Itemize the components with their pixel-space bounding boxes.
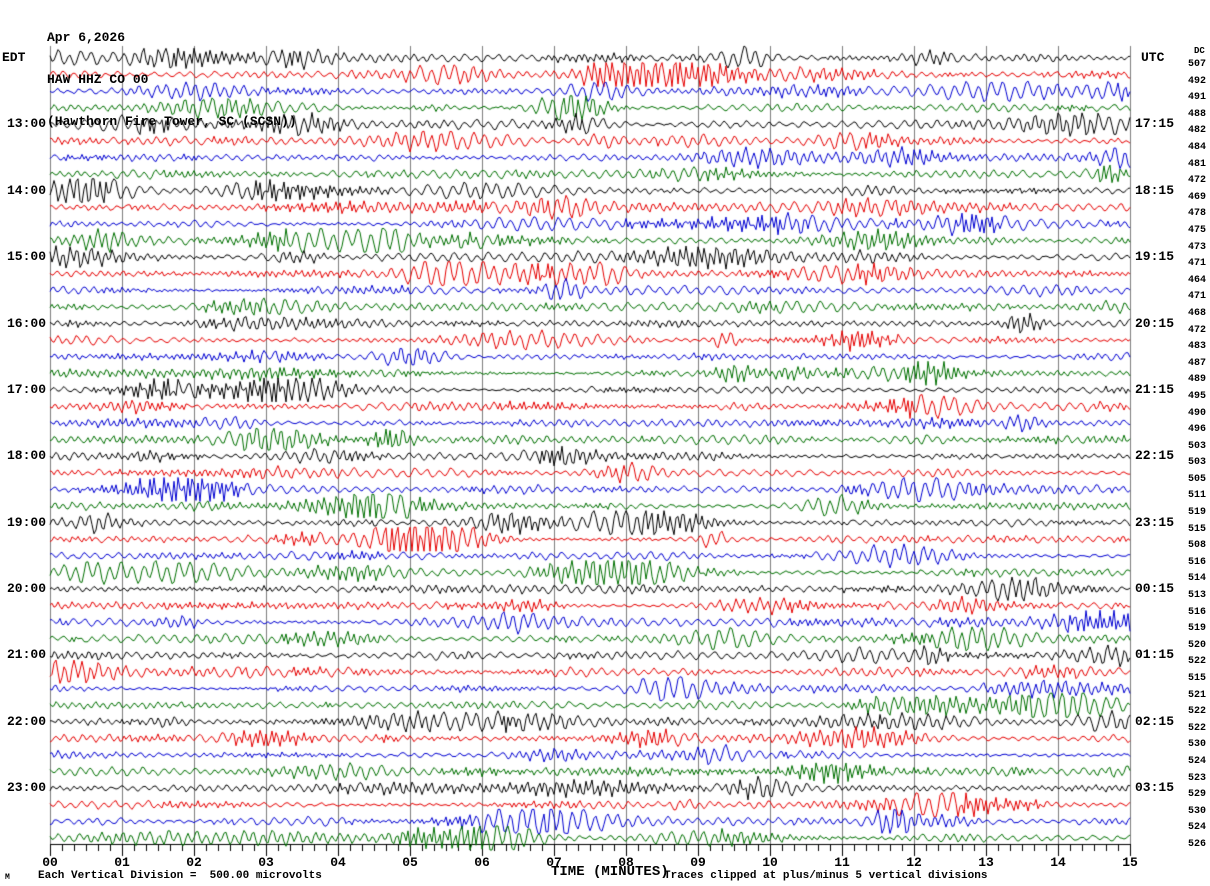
header-location: (Hawthorn Fire Tower, SC (SCSN)) bbox=[47, 114, 297, 129]
x-tick-label: 15 bbox=[1122, 855, 1138, 870]
dc-value: 524 bbox=[1187, 822, 1206, 834]
edt-hour-label: 17:00 bbox=[6, 381, 46, 397]
utc-hour-label: 19:15 bbox=[1135, 249, 1175, 265]
edt-hour-label: 22:00 bbox=[6, 713, 46, 729]
edt-hour-label: 20:00 bbox=[6, 581, 46, 597]
dc-value: 471 bbox=[1187, 291, 1206, 303]
x-tick-label: 13 bbox=[978, 855, 994, 870]
edt-hour-label: 13:00 bbox=[6, 116, 46, 132]
dc-value: 514 bbox=[1187, 573, 1206, 585]
dc-value: 475 bbox=[1187, 224, 1206, 236]
x-tick-label: 01 bbox=[114, 855, 130, 870]
dc-value: 529 bbox=[1187, 789, 1206, 801]
x-tick-label: 00 bbox=[42, 855, 58, 870]
x-tick-label: 08 bbox=[618, 855, 634, 870]
dc-value: 464 bbox=[1187, 274, 1206, 286]
dc-value: 490 bbox=[1187, 407, 1206, 419]
x-tick-label: 12 bbox=[906, 855, 922, 870]
dc-value: 469 bbox=[1187, 191, 1206, 203]
edt-hour-label: 18:00 bbox=[6, 448, 46, 464]
utc-hour-label: 01:15 bbox=[1135, 647, 1175, 663]
x-axis-title: TIME (MINUTES) bbox=[551, 864, 669, 880]
dc-value: 522 bbox=[1187, 722, 1206, 734]
edt-hour-label: 21:00 bbox=[6, 647, 46, 663]
x-tick-label: 03 bbox=[258, 855, 274, 870]
edt-hour-label: 23:00 bbox=[6, 780, 46, 796]
x-tick-label: 10 bbox=[762, 855, 778, 870]
dc-value: 483 bbox=[1187, 341, 1206, 353]
x-tick-label: 05 bbox=[402, 855, 418, 870]
utc-hour-label: 23:15 bbox=[1135, 514, 1175, 530]
dc-value: 495 bbox=[1187, 390, 1206, 402]
utc-hour-label: 18:15 bbox=[1135, 182, 1175, 198]
dc-value: 508 bbox=[1187, 540, 1206, 552]
dc-value: 515 bbox=[1187, 673, 1206, 685]
dc-value: 492 bbox=[1187, 75, 1206, 87]
dc-value: 521 bbox=[1187, 689, 1206, 701]
dc-value: 481 bbox=[1187, 158, 1206, 170]
dc-value: 530 bbox=[1187, 739, 1206, 751]
x-tick-label: 02 bbox=[186, 855, 202, 870]
dc-value: 471 bbox=[1187, 258, 1206, 270]
dc-value: 519 bbox=[1187, 623, 1206, 635]
dc-value: 489 bbox=[1187, 374, 1206, 386]
dc-value: 478 bbox=[1187, 208, 1206, 220]
x-tick-label: 11 bbox=[834, 855, 850, 870]
utc-hour-label: 22:15 bbox=[1135, 448, 1175, 464]
dc-value: 524 bbox=[1187, 756, 1206, 768]
dc-value: 472 bbox=[1187, 175, 1206, 187]
clipping-note: Traces clipped at plus/minus 5 vertical … bbox=[664, 870, 988, 882]
dc-value: 473 bbox=[1187, 241, 1206, 253]
header-station: HAW HHZ CO 00 bbox=[47, 72, 149, 87]
left-timezone-label: EDT bbox=[2, 50, 26, 65]
x-tick-label: 09 bbox=[690, 855, 706, 870]
dc-value: 503 bbox=[1187, 440, 1206, 452]
dc-value: 522 bbox=[1187, 656, 1206, 668]
dc-value: 468 bbox=[1187, 307, 1206, 319]
x-tick-label: 07 bbox=[546, 855, 562, 870]
dc-value: 484 bbox=[1187, 141, 1206, 153]
header-date: Apr 6,2026 bbox=[47, 30, 126, 45]
edt-hour-label: 19:00 bbox=[6, 514, 46, 530]
dc-value: 516 bbox=[1187, 556, 1206, 568]
utc-hour-label: 17:15 bbox=[1135, 116, 1175, 132]
x-tick-label: 14 bbox=[1050, 855, 1066, 870]
dc-value: 513 bbox=[1187, 590, 1206, 602]
utc-hour-label: 21:15 bbox=[1135, 381, 1175, 397]
dc-value: 522 bbox=[1187, 706, 1206, 718]
utc-hour-label: 03:15 bbox=[1135, 780, 1175, 796]
dc-value: 526 bbox=[1187, 839, 1206, 850]
edt-hour-label: 15:00 bbox=[6, 249, 46, 265]
dc-value: 472 bbox=[1187, 324, 1206, 336]
vertical-scale-note: Each Vertical Division = 500.00 microvol… bbox=[38, 870, 322, 882]
dc-value: 487 bbox=[1187, 357, 1206, 369]
corner-mark: M bbox=[5, 873, 10, 882]
dc-value: 519 bbox=[1187, 507, 1206, 519]
x-tick-label: 06 bbox=[474, 855, 490, 870]
dc-value: 496 bbox=[1187, 424, 1206, 436]
utc-hour-label: 20:15 bbox=[1135, 315, 1175, 331]
dc-value: 523 bbox=[1187, 772, 1206, 784]
edt-hour-label: 16:00 bbox=[6, 315, 46, 331]
dc-value: 520 bbox=[1187, 639, 1206, 651]
utc-hour-label: 02:15 bbox=[1135, 713, 1175, 729]
dc-value: 503 bbox=[1187, 457, 1206, 469]
header: Apr 6,2026 HAW HHZ CO 00 (Hawthorn Fire … bbox=[47, 3, 297, 157]
dc-value: 507 bbox=[1187, 59, 1206, 70]
utc-hour-label: 00:15 bbox=[1135, 581, 1175, 597]
dc-value: 505 bbox=[1187, 473, 1206, 485]
dc-value: 488 bbox=[1187, 108, 1206, 120]
dc-value: 511 bbox=[1187, 490, 1206, 502]
dc-value: 482 bbox=[1187, 125, 1206, 137]
x-tick-label: 04 bbox=[330, 855, 346, 870]
dc-value: 516 bbox=[1187, 606, 1206, 618]
dc-value: 530 bbox=[1187, 805, 1206, 817]
dc-value: 491 bbox=[1187, 92, 1206, 104]
right-timezone-label: UTC bbox=[1141, 50, 1165, 65]
dc-value: 515 bbox=[1187, 523, 1206, 535]
dc-column-header: DC bbox=[1194, 46, 1205, 56]
edt-hour-label: 14:00 bbox=[6, 182, 46, 198]
